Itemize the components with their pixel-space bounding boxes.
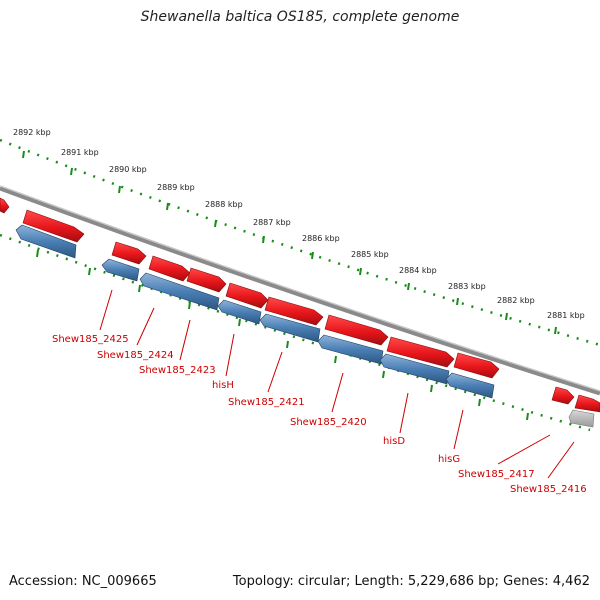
- genome-backbone-highlight: [0, 185, 600, 392]
- forward-gene: [225, 282, 269, 309]
- scale-label-2886: 2886 kbp: [302, 234, 340, 243]
- genome-backbone: [0, 185, 600, 396]
- inner-ticks: [36, 249, 529, 421]
- reverse-gene: [317, 334, 384, 365]
- reverse-gene: [15, 224, 77, 259]
- reverse-gene: [259, 313, 321, 343]
- scale-label-2891: 2891 kbp: [61, 148, 99, 157]
- scale-label-2887: 2887 kbp: [253, 218, 291, 227]
- accession-label: Accession: NC_009665: [9, 574, 157, 589]
- scale-label-2890: 2890 kbp: [109, 165, 147, 174]
- forward-gene: [22, 209, 85, 243]
- gene-label: Shew185_2416: [510, 484, 587, 495]
- forward-gene: [386, 336, 455, 368]
- forward-gene: [264, 296, 324, 326]
- gene-label: hisH: [212, 380, 234, 391]
- reverse-gene: [139, 272, 220, 311]
- gene-label: Shew185_2421: [228, 397, 305, 408]
- reverse-gene: [217, 299, 262, 325]
- forward-genes: [0, 197, 600, 413]
- scale-label-2881: 2881 kbp: [547, 311, 585, 320]
- reverse-gene: [445, 372, 495, 399]
- map-title: Shewanella baltica OS185, complete genom…: [140, 9, 460, 25]
- scale-label-2882: 2882 kbp: [497, 296, 535, 305]
- scale-label-2884: 2884 kbp: [399, 266, 437, 275]
- gene-label: hisG: [438, 454, 460, 465]
- forward-gene: [148, 255, 191, 282]
- outer-ticks: [22, 150, 557, 335]
- rna-gene: [568, 409, 595, 428]
- reverse-gene: [101, 258, 140, 282]
- forward-gene: [551, 386, 575, 405]
- gene-label: Shew185_2425: [52, 334, 129, 345]
- gene-label: Shew185_2417: [458, 469, 535, 480]
- gene-label: Shew185_2423: [139, 365, 216, 376]
- forward-gene: [453, 352, 500, 379]
- scale-label-2885: 2885 kbp: [351, 250, 389, 259]
- forward-gene: [324, 314, 389, 346]
- gene-label: hisD: [383, 436, 405, 447]
- forward-gene: [186, 267, 227, 293]
- forward-gene: [111, 241, 147, 265]
- gene-label: Shew185_2424: [97, 350, 174, 361]
- label-leaders: [99, 289, 575, 479]
- scale-label-2892: 2892 kbp: [13, 128, 51, 137]
- forward-gene: [574, 394, 600, 413]
- scale-label-2888: 2888 kbp: [205, 200, 243, 209]
- gene-label: Shew185_2420: [290, 417, 367, 428]
- reverse-gene: [379, 353, 450, 385]
- scale-label-2889: 2889 kbp: [157, 183, 195, 192]
- topology-label: Topology: circular; Length: 5,229,686 bp…: [232, 574, 590, 589]
- reverse-genes: [15, 224, 495, 399]
- scale-label-2883: 2883 kbp: [448, 282, 486, 291]
- forward-gene: [0, 197, 10, 214]
